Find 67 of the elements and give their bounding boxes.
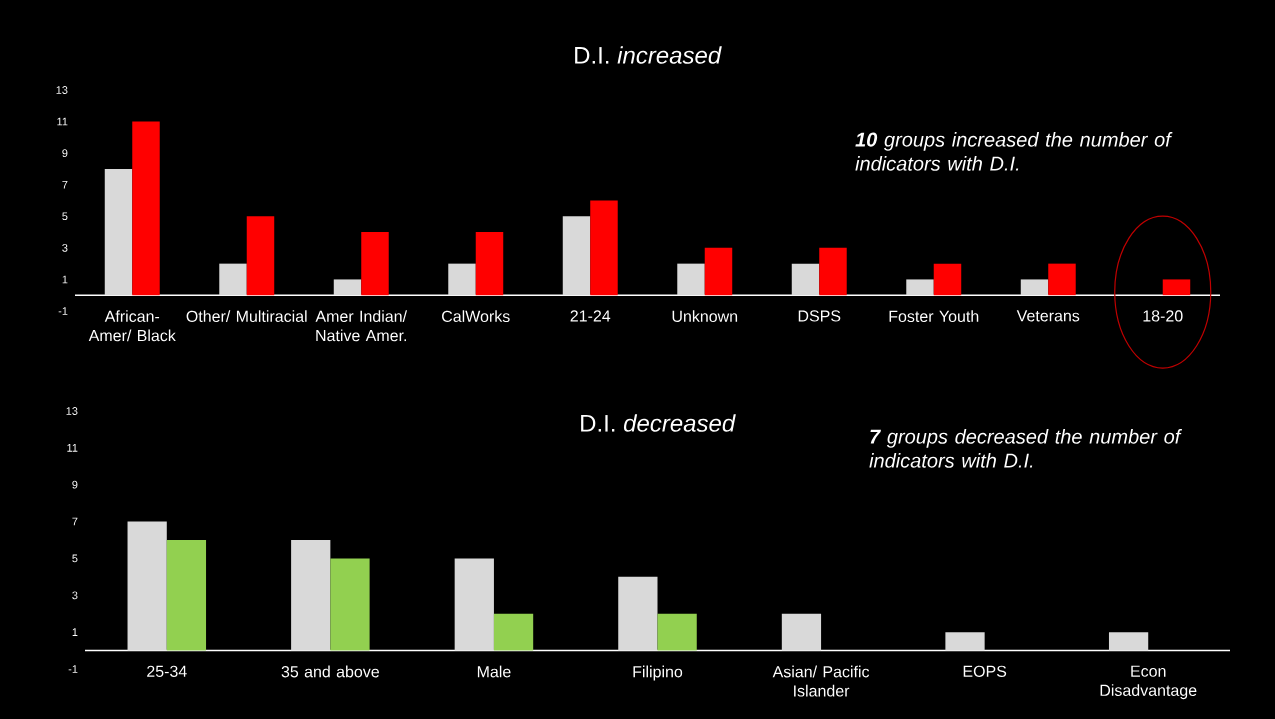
x-tick-label: 35 and above <box>281 665 379 678</box>
y-tick-label: 3 <box>72 591 78 600</box>
bar <box>493 613 534 651</box>
bar <box>333 279 362 296</box>
x-tick-label: Foster Youth <box>889 310 979 323</box>
bar <box>906 279 934 296</box>
bar <box>781 613 822 651</box>
bar <box>704 247 733 296</box>
bar <box>819 247 847 296</box>
x-tick-label: Econ Disadvantage <box>1100 665 1197 700</box>
bar <box>791 263 820 296</box>
x-tick-label: DSPS <box>798 310 841 322</box>
annotation: 7 groups decreased the number of indicators with D.I. <box>869 429 1183 468</box>
bar <box>1048 263 1076 296</box>
bar <box>104 168 133 296</box>
chart-title: D.I. increased <box>575 46 722 64</box>
bar <box>127 521 167 651</box>
y-tick-label: 1 <box>62 275 68 284</box>
x-tick-label: Other/ Multiracial <box>186 310 307 323</box>
y-tick-label: 11 <box>57 117 68 126</box>
bar <box>291 540 331 651</box>
bar <box>618 576 658 651</box>
x-tick-label: Male <box>477 665 511 678</box>
bar <box>933 263 962 296</box>
x-tick-label: Unknown <box>672 310 738 323</box>
bar <box>246 216 275 296</box>
y-tick-label: 11 <box>67 444 78 452</box>
bar <box>562 216 591 296</box>
bar <box>166 540 207 651</box>
y-tick-label: 9 <box>62 149 68 158</box>
x-tick-label: Veterans <box>1016 310 1080 322</box>
annotation: 10 groups increased the number of indicators with D.I. <box>855 132 1173 171</box>
x-tick-label: EOPS <box>963 665 1007 677</box>
bar <box>1108 632 1149 651</box>
x-tick-label: 21-24 <box>570 310 611 322</box>
bar <box>330 558 370 651</box>
bar <box>454 558 494 651</box>
bar <box>361 232 389 296</box>
chart-title: D.I. decreased <box>581 414 736 432</box>
x-tick-label: Asian/ Pacific Islander <box>772 665 870 697</box>
y-tick-label: 9 <box>72 480 78 489</box>
bar <box>448 263 476 296</box>
bar <box>945 632 985 651</box>
y-tick-label: -1 <box>68 665 78 673</box>
y-tick-label: 7 <box>62 180 68 189</box>
bar <box>1162 279 1191 296</box>
y-tick-label: 5 <box>72 554 78 563</box>
x-tick-label: 25-34 <box>147 665 187 677</box>
y-tick-label: 3 <box>62 243 68 252</box>
y-tick-label: 13 <box>66 407 78 415</box>
x-tick-label: CalWorks <box>442 310 510 323</box>
y-tick-label: 7 <box>72 517 78 526</box>
y-tick-label: 13 <box>56 86 68 94</box>
bar <box>475 232 504 296</box>
x-tick-label: Filipino <box>633 665 683 681</box>
bar <box>1020 279 1049 296</box>
y-tick-label: 1 <box>72 628 78 636</box>
bar <box>219 263 247 296</box>
x-tick-label: African-Amer/ Black <box>88 310 176 342</box>
x-tick-label: Amer Indian/ Native Amer. <box>315 310 408 342</box>
bar <box>657 613 697 651</box>
x-tick-label: 18-20 <box>1143 310 1183 322</box>
bar <box>590 200 618 296</box>
bar <box>677 263 705 296</box>
y-tick-label: -1 <box>58 307 68 315</box>
bar <box>132 121 160 296</box>
y-tick-label: 5 <box>62 212 68 221</box>
